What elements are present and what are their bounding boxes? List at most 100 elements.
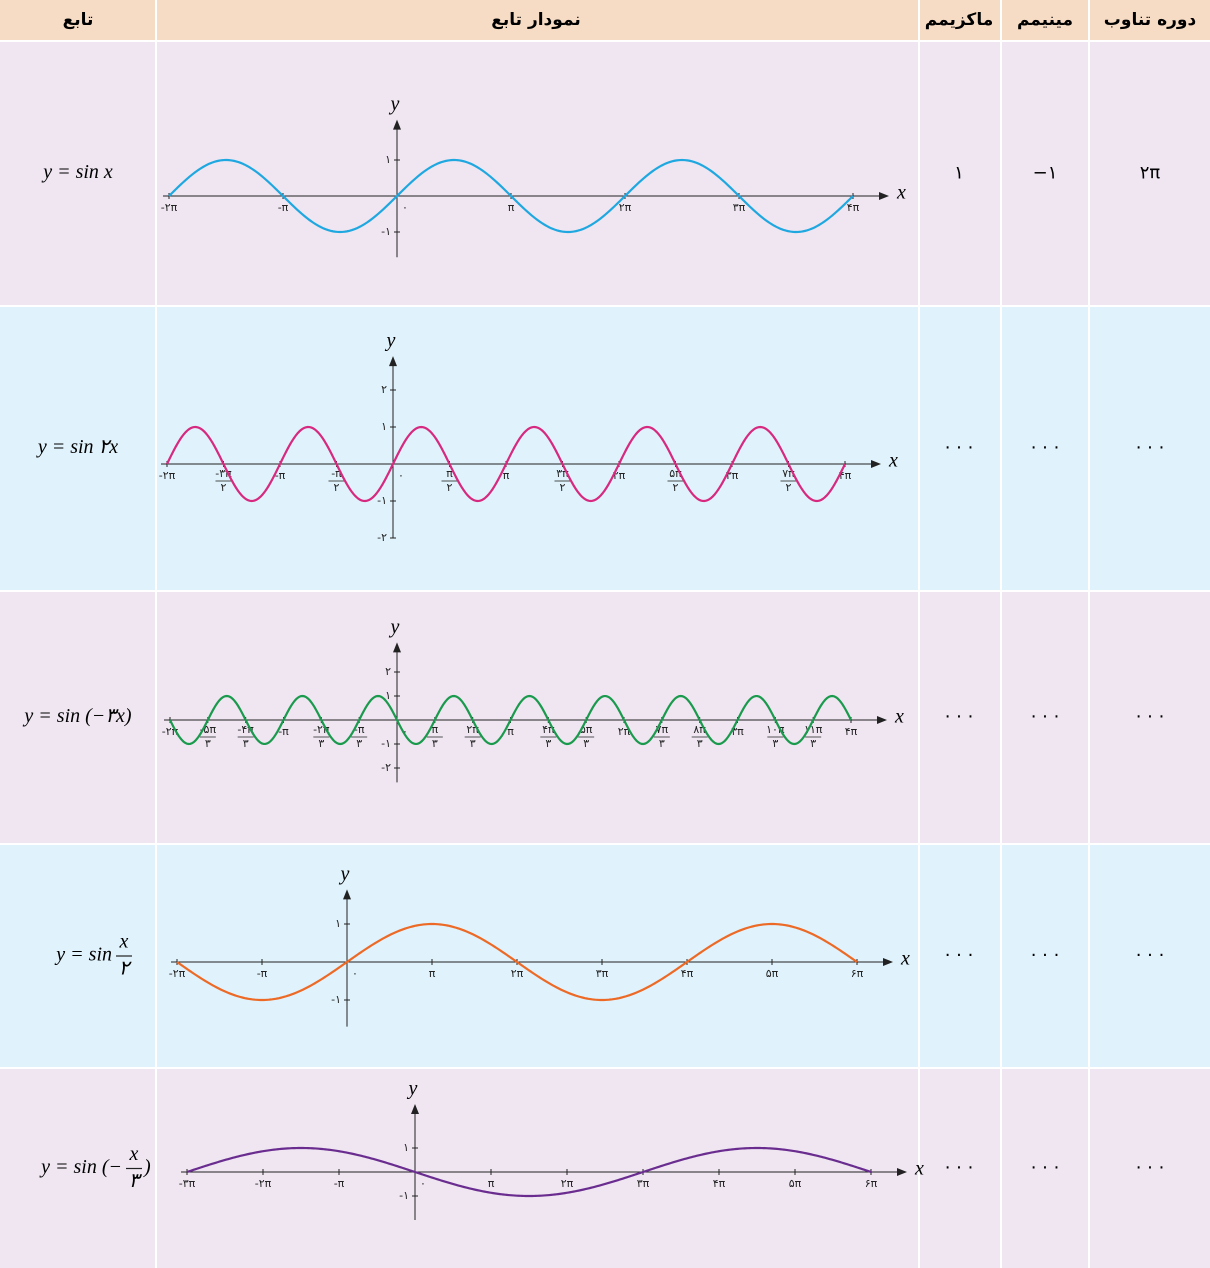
function-numerator: x bbox=[129, 1143, 139, 1165]
x-tick-label: -π bbox=[278, 725, 289, 738]
minimum: · · · bbox=[1031, 438, 1060, 459]
x-tick-numerator: π bbox=[432, 723, 439, 736]
maximum: · · · bbox=[945, 945, 974, 966]
function-suffix: ) bbox=[143, 1156, 151, 1178]
minimum: · · · bbox=[1031, 945, 1060, 966]
y-tick-label: -۱ bbox=[381, 737, 391, 750]
header-bg bbox=[0, 0, 1210, 40]
y-tick-label: ۱ bbox=[385, 153, 391, 166]
y-tick-label: ۱ bbox=[385, 689, 391, 702]
x-tick-label: ۴π bbox=[713, 1177, 726, 1190]
x-tick-denominator: ۲ bbox=[334, 481, 340, 494]
x-tick-label: ۴π bbox=[845, 725, 858, 738]
cell-bg bbox=[157, 845, 918, 1067]
y-axis-label: y bbox=[385, 330, 396, 352]
sine-curve bbox=[168, 158, 854, 234]
x-tick-label: -π bbox=[275, 469, 286, 482]
x-tick-label: ۲π bbox=[619, 201, 632, 214]
maximum: · · · bbox=[945, 1158, 974, 1179]
function-denominator: ۳ bbox=[129, 1170, 143, 1192]
cell-bg bbox=[1002, 845, 1088, 1067]
x-tick-label: ۰ bbox=[402, 725, 408, 738]
x-tick-label: ۳π bbox=[733, 201, 746, 214]
x-tick-denominator: ۲ bbox=[560, 481, 566, 494]
cell-bg bbox=[920, 845, 1000, 1067]
y-tick-label: -۱ bbox=[377, 494, 387, 507]
y-tick-label: -۱ bbox=[381, 225, 391, 238]
x-tick-label: ۰ bbox=[420, 1177, 426, 1190]
x-arrow bbox=[879, 192, 889, 200]
x-tick-label: -π bbox=[334, 1177, 345, 1190]
x-tick-denominator: ۳ bbox=[432, 737, 438, 750]
y-arrow bbox=[393, 642, 401, 653]
x-tick-denominator: ۳ bbox=[545, 737, 551, 750]
period: ۲π bbox=[1140, 163, 1161, 184]
x-tick-label: ۶π bbox=[865, 1177, 878, 1190]
header-cell: تابع bbox=[63, 10, 94, 30]
x-tick-label: ۳π bbox=[637, 1177, 650, 1190]
x-tick-denominator: ۳ bbox=[205, 737, 211, 750]
x-tick-numerator: -۳π bbox=[215, 467, 232, 480]
x-arrow bbox=[877, 716, 887, 724]
cell-bg bbox=[157, 1069, 918, 1268]
x-arrow bbox=[897, 1168, 907, 1176]
y-tick-label: ۲ bbox=[385, 665, 391, 678]
x-tick-label: π bbox=[488, 1177, 495, 1190]
x-tick-numerator: -π bbox=[331, 467, 342, 480]
x-tick-label: ۰ bbox=[352, 967, 358, 980]
x-tick-label: ۳π bbox=[596, 967, 609, 980]
minimum: −۱ bbox=[1033, 163, 1058, 184]
x-tick-denominator: ۳ bbox=[470, 737, 476, 750]
x-tick-label: ۵π bbox=[766, 967, 779, 980]
y-tick-label: ۱ bbox=[403, 1141, 409, 1154]
x-tick-label: ۵π bbox=[789, 1177, 802, 1190]
minimum: · · · bbox=[1031, 707, 1060, 728]
x-tick-denominator: ۲ bbox=[673, 481, 679, 494]
period: · · · bbox=[1136, 945, 1165, 966]
x-tick-denominator: ۲ bbox=[221, 481, 227, 494]
x-axis-label: x bbox=[900, 948, 910, 970]
cell-bg bbox=[157, 307, 918, 590]
cell-bg bbox=[1090, 307, 1210, 590]
maximum: · · · bbox=[945, 438, 974, 459]
x-tick-denominator: ۳ bbox=[697, 737, 703, 750]
x-tick-label: ۰ bbox=[402, 201, 408, 214]
period: · · · bbox=[1136, 1158, 1165, 1179]
x-tick-label: -۳π bbox=[179, 1177, 196, 1190]
maximum: ۱ bbox=[954, 163, 964, 184]
cell-bg bbox=[0, 42, 155, 305]
cell-bg bbox=[920, 307, 1000, 590]
function-numerator: x bbox=[119, 931, 129, 953]
cell-bg bbox=[920, 1069, 1000, 1268]
x-tick-numerator: π bbox=[446, 467, 453, 480]
cell-bg bbox=[1090, 592, 1210, 843]
x-tick-label: ۲π bbox=[511, 967, 524, 980]
period: · · · bbox=[1136, 438, 1165, 459]
cell-bg bbox=[1002, 592, 1088, 843]
x-tick-denominator: ۳ bbox=[659, 737, 665, 750]
function-label: y = sin (−۳x) bbox=[22, 705, 131, 727]
x-arrow bbox=[871, 460, 881, 468]
header-cell: ماکزیمم bbox=[925, 10, 993, 30]
y-tick-label: -۲ bbox=[381, 761, 391, 774]
x-tick-denominator: ۳ bbox=[810, 737, 816, 750]
cell-bg bbox=[157, 592, 918, 843]
x-tick-denominator: ۳ bbox=[318, 737, 324, 750]
y-tick-label: ۲ bbox=[381, 383, 387, 396]
y-tick-label: -۱ bbox=[399, 1189, 409, 1202]
x-tick-label: -۲π bbox=[161, 201, 178, 214]
x-axis-label: x bbox=[888, 450, 898, 472]
y-tick-label: -۱ bbox=[331, 993, 341, 1006]
y-arrow bbox=[343, 889, 351, 900]
x-tick-label: -۲π bbox=[255, 1177, 272, 1190]
x-tick-denominator: ۳ bbox=[356, 737, 362, 750]
y-axis-label: y bbox=[389, 616, 400, 638]
x-tick-denominator: ۲ bbox=[786, 481, 792, 494]
y-tick-label: ۱ bbox=[335, 917, 341, 930]
x-tick-label: ۶π bbox=[851, 967, 864, 980]
x-tick-label: ۲π bbox=[561, 1177, 574, 1190]
separator bbox=[1088, 0, 1090, 1268]
cell-bg bbox=[157, 42, 918, 305]
sine-curve bbox=[166, 425, 846, 503]
